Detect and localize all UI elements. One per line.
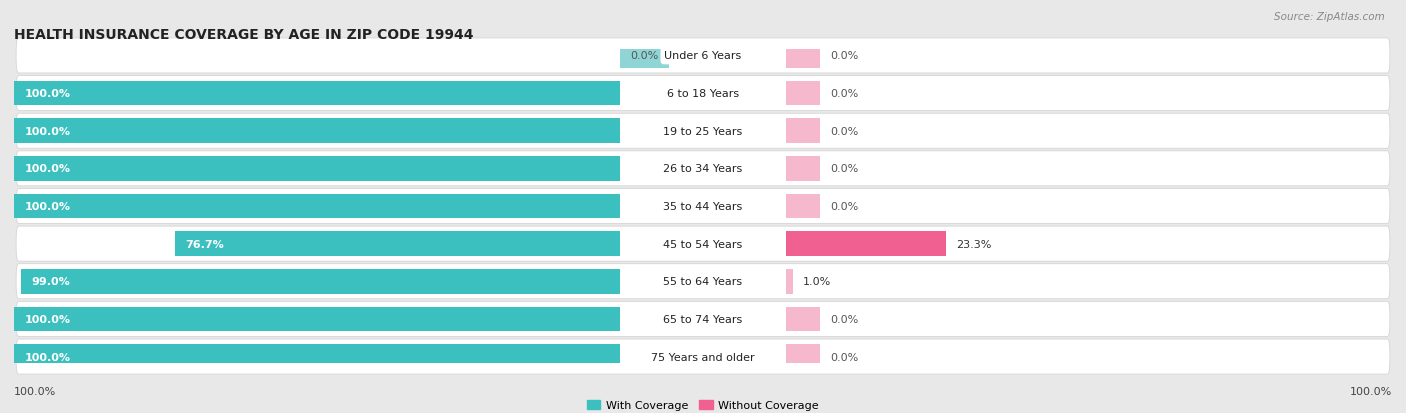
Bar xyxy=(786,307,820,331)
Bar xyxy=(620,44,669,69)
Text: 35 to 44 Years: 35 to 44 Years xyxy=(664,202,742,211)
Bar xyxy=(786,44,820,69)
Bar xyxy=(14,119,620,144)
Text: 0.0%: 0.0% xyxy=(831,164,859,174)
Text: 23.3%: 23.3% xyxy=(956,239,991,249)
Text: 6 to 18 Years: 6 to 18 Years xyxy=(666,89,740,99)
FancyBboxPatch shape xyxy=(15,339,1391,374)
Text: 1.0%: 1.0% xyxy=(803,277,831,287)
Text: 0.0%: 0.0% xyxy=(831,126,859,136)
Text: 0.0%: 0.0% xyxy=(831,89,859,99)
FancyBboxPatch shape xyxy=(15,114,1391,149)
Bar xyxy=(14,194,620,219)
Text: 19 to 25 Years: 19 to 25 Years xyxy=(664,126,742,136)
Text: 45 to 54 Years: 45 to 54 Years xyxy=(664,239,742,249)
Text: 65 to 74 Years: 65 to 74 Years xyxy=(664,314,742,324)
FancyBboxPatch shape xyxy=(15,301,1391,337)
Text: 99.0%: 99.0% xyxy=(31,277,70,287)
Bar xyxy=(174,232,620,256)
Legend: With Coverage, Without Coverage: With Coverage, Without Coverage xyxy=(582,395,824,413)
FancyBboxPatch shape xyxy=(15,264,1391,299)
Text: 100.0%: 100.0% xyxy=(24,89,70,99)
Text: 100.0%: 100.0% xyxy=(24,164,70,174)
Text: 100.0%: 100.0% xyxy=(1350,387,1392,396)
Text: 0.0%: 0.0% xyxy=(630,51,658,61)
Text: 76.7%: 76.7% xyxy=(186,239,224,249)
Bar xyxy=(786,232,946,256)
Text: 100.0%: 100.0% xyxy=(14,387,56,396)
Text: 0.0%: 0.0% xyxy=(831,314,859,324)
Text: 0.0%: 0.0% xyxy=(831,352,859,362)
Bar xyxy=(786,157,820,181)
Text: HEALTH INSURANCE COVERAGE BY AGE IN ZIP CODE 19944: HEALTH INSURANCE COVERAGE BY AGE IN ZIP … xyxy=(14,28,474,41)
FancyBboxPatch shape xyxy=(15,39,1391,74)
Bar xyxy=(14,82,620,106)
Bar xyxy=(14,344,620,369)
Text: 100.0%: 100.0% xyxy=(24,314,70,324)
Bar xyxy=(14,157,620,181)
Text: Under 6 Years: Under 6 Years xyxy=(665,51,741,61)
Text: 55 to 64 Years: 55 to 64 Years xyxy=(664,277,742,287)
Text: 26 to 34 Years: 26 to 34 Years xyxy=(664,164,742,174)
Bar xyxy=(14,307,620,331)
Text: 100.0%: 100.0% xyxy=(24,352,70,362)
Text: Source: ZipAtlas.com: Source: ZipAtlas.com xyxy=(1274,12,1385,22)
Text: 75 Years and older: 75 Years and older xyxy=(651,352,755,362)
Bar xyxy=(786,269,793,294)
Bar xyxy=(786,82,820,106)
Text: 100.0%: 100.0% xyxy=(24,202,70,211)
Bar xyxy=(786,194,820,219)
FancyBboxPatch shape xyxy=(15,189,1391,224)
Bar xyxy=(786,119,820,144)
Text: 0.0%: 0.0% xyxy=(831,51,859,61)
Bar xyxy=(786,344,820,369)
Text: 100.0%: 100.0% xyxy=(24,126,70,136)
Text: 0.0%: 0.0% xyxy=(831,202,859,211)
FancyBboxPatch shape xyxy=(15,227,1391,261)
FancyBboxPatch shape xyxy=(15,76,1391,112)
Bar xyxy=(21,269,620,294)
FancyBboxPatch shape xyxy=(15,152,1391,186)
